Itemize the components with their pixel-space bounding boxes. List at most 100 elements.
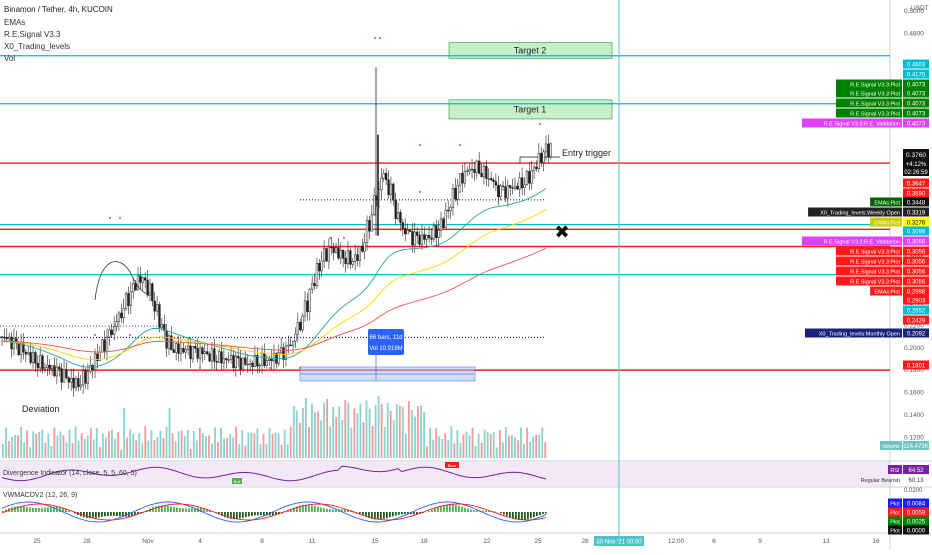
candle-body <box>254 355 256 367</box>
macd-tag-text: Plot <box>890 502 900 508</box>
volume-bar <box>499 430 501 458</box>
macd-hist-bar <box>125 512 127 517</box>
candle-body <box>27 352 29 354</box>
macd-hist-bar <box>329 509 331 512</box>
candle-body <box>144 278 146 280</box>
volume-bar <box>111 430 113 458</box>
volume-bar <box>57 436 59 458</box>
volume-bar <box>275 433 277 458</box>
legend-re-signal[interactable]: R.E.Signal V3.3 <box>4 30 60 39</box>
volume-bar <box>323 403 325 458</box>
price-label-badge: 0.3590 <box>903 189 929 198</box>
price-label-text: 0.1801 <box>907 364 926 370</box>
volume-bar <box>357 413 359 458</box>
time-tick-label: 22 <box>483 538 491 545</box>
volume-bar <box>135 440 137 458</box>
volume-bar <box>408 401 410 458</box>
candle-body <box>39 356 41 368</box>
price-label-badge: 0.2429 <box>903 316 929 325</box>
candle-body <box>101 340 103 352</box>
price-label-text: 0.2652 <box>907 309 926 315</box>
x-mark-icon: ✖ <box>554 222 569 242</box>
macd-hist-bar <box>236 512 238 519</box>
candle-body <box>180 348 182 353</box>
volume-bar <box>311 404 313 458</box>
candle-body <box>304 301 306 316</box>
volume-bar <box>463 434 465 458</box>
candle-body <box>35 352 37 363</box>
candle-body <box>75 378 77 387</box>
volume-bar <box>472 428 474 458</box>
volume-bar <box>526 428 528 458</box>
volume-bar <box>517 440 519 458</box>
candle-body <box>302 316 304 330</box>
macd-hist-bar <box>395 512 397 516</box>
volume-bar <box>253 434 255 458</box>
volume-bar <box>175 441 177 458</box>
candle-body <box>538 153 540 168</box>
price-label-badge: 0.4073 <box>903 80 929 89</box>
indicator-side-tag: X0_Trading_levels:Monthly Open <box>805 329 902 338</box>
side-tag-text: R.E.Signal V3.3:Plot <box>850 92 900 98</box>
volume-bar <box>535 435 537 458</box>
candle-body <box>462 173 464 183</box>
time-tick-label: 15 <box>371 538 379 545</box>
candle-body <box>373 196 375 215</box>
candle-body <box>244 358 246 364</box>
candle-body <box>194 346 196 348</box>
time-tick-label: 9 <box>758 538 762 545</box>
legend-emas[interactable]: EMAs <box>4 18 25 27</box>
rsi-value-text: 64.52 <box>908 468 924 474</box>
volume-bar <box>538 435 540 458</box>
candle-body <box>225 359 227 360</box>
volume-bar <box>441 439 443 458</box>
legend-trading-levels[interactable]: X0_Trading_levels <box>4 42 70 51</box>
volume-bar <box>372 426 374 458</box>
volume-bar <box>387 403 389 458</box>
price-label-badge: 0.3056 <box>903 277 929 286</box>
candle-body <box>58 367 60 369</box>
volume-bar <box>187 430 189 458</box>
rsi-tag-text: RSI <box>890 468 900 474</box>
volume-bar <box>117 432 119 458</box>
candle-body <box>464 171 466 183</box>
volume-bar <box>32 431 34 458</box>
candle-body <box>249 363 251 364</box>
macd-hist-bar <box>467 509 469 512</box>
candle-body <box>476 161 478 173</box>
candle-body <box>395 200 397 219</box>
price-label-badge: 0.4073 <box>903 109 929 118</box>
volume-bar <box>402 407 404 458</box>
volume-bar <box>108 431 110 458</box>
macd-tick-label: 0.0200 <box>904 488 923 494</box>
candle-body <box>130 292 132 306</box>
volume-bar <box>435 428 437 458</box>
price-label-badge: 0.4603 <box>903 60 929 69</box>
candle-body <box>182 348 184 352</box>
macd-hist-bar <box>506 512 508 516</box>
macd-hist-bar <box>359 512 361 514</box>
legend-volume[interactable]: Vol <box>4 54 15 63</box>
volume-bar <box>220 428 222 458</box>
volume-bar <box>244 446 246 458</box>
candle-body <box>550 144 552 157</box>
volume-bar <box>414 417 416 458</box>
macd-hist-bar <box>257 512 259 515</box>
volume-bar <box>308 427 310 458</box>
volume-bar <box>120 450 122 458</box>
volume-bar <box>8 441 10 458</box>
candle-body <box>328 247 330 261</box>
volume-bar <box>72 443 74 458</box>
volume-bar <box>444 433 446 458</box>
volume-bar <box>81 433 83 458</box>
price-label-text: 0.3056 <box>907 280 926 286</box>
macd-hist-bar <box>44 508 46 512</box>
candle-body <box>89 365 91 371</box>
macd-hist-bar <box>311 505 313 512</box>
volume-bar <box>20 427 22 458</box>
